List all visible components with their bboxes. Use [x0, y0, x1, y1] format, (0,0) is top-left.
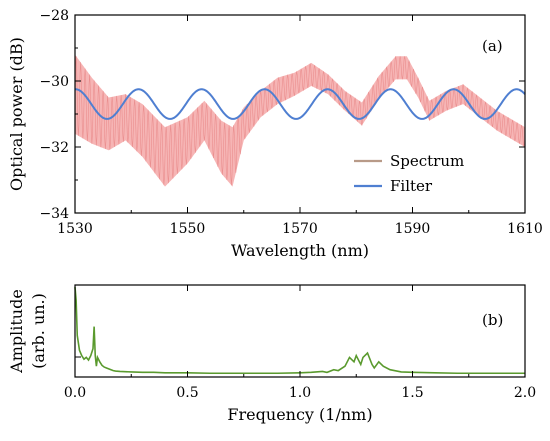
panel-b-x-axis-label: Frequency (1/nm) — [227, 405, 372, 424]
panel-b-x-ticks: 0.0 0.5 1.0 1.5 2.0 — [64, 285, 536, 401]
panel-a-y-tick-label: −30 — [39, 74, 69, 90]
panel-b-x-tick-label: 2.0 — [514, 385, 536, 401]
panel-b-x-tick-label: 0.0 — [64, 385, 86, 401]
panel-b-frame — [74, 284, 526, 378]
spectrum-band — [75, 54, 525, 187]
panel-b-x-tick-label: 1.5 — [401, 385, 423, 401]
panel-b-y-axis-label-unit: (arb. un.) — [29, 293, 48, 369]
spectrum-line — [74, 56, 526, 186]
panel-b-label: (b) — [482, 311, 503, 329]
panel-b-plot — [74, 286, 525, 375]
panel-a-label: (a) — [482, 37, 503, 55]
legend: Spectrum Filter — [354, 152, 464, 195]
panel-a-x-tick-label: 1530 — [57, 221, 93, 237]
panel-a-x-axis-label: Wavelength (nm) — [231, 241, 369, 260]
amplitude-line — [74, 286, 525, 375]
panel-a-y-tick-label: −34 — [39, 206, 69, 222]
legend-filter-label: Filter — [390, 177, 433, 195]
panel-b-x-tick-label: 0.5 — [176, 385, 198, 401]
panel-a-y-tick-label: −28 — [39, 8, 69, 24]
panel-a-x-tick-label: 1590 — [395, 221, 431, 237]
panel-a-y-tick-label: −32 — [39, 140, 69, 156]
panel-a-plot — [74, 54, 526, 187]
panel-b-x-tick-label: 1.0 — [289, 385, 311, 401]
panel-b-y-axis-label: Amplitude — [7, 289, 26, 374]
panel-a-y-axis-label: Optical power (dB) — [7, 37, 26, 191]
legend-spectrum-label: Spectrum — [390, 152, 464, 170]
panel-a: 1530 1550 1570 1590 1610 −34 −32 −30 −28 Wavele… — [7, 8, 543, 260]
panel-a-x-ticks: 1530 1550 1570 1590 1610 — [57, 15, 543, 237]
panel-b: 0.0 0.5 1.0 1.5 2.0 Frequency (1/nm) Amplitu… — [7, 284, 536, 424]
panel-a-x-tick-label: 1610 — [507, 221, 543, 237]
panel-a-y-ticks: −34 −32 −30 −28 — [39, 8, 525, 222]
panel-a-x-tick-label: 1570 — [282, 221, 318, 237]
panel-a-x-tick-label: 1550 — [170, 221, 206, 237]
filter-line — [75, 88, 526, 120]
